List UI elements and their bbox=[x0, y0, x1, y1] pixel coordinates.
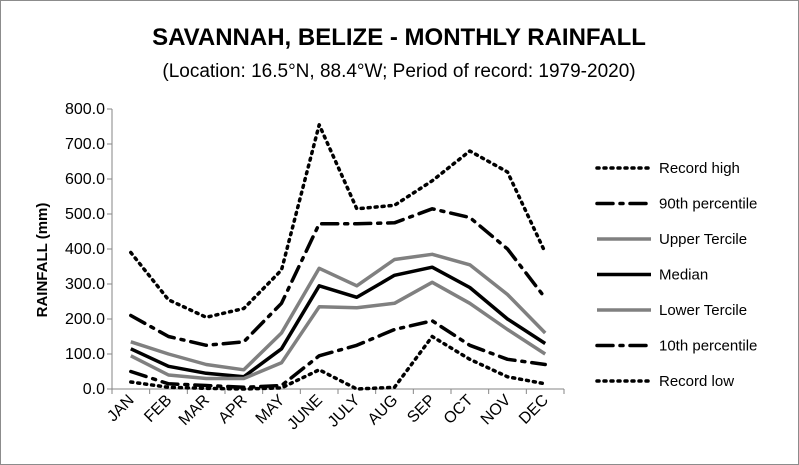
y-axis-title: RAINFALL (mm) bbox=[34, 203, 51, 318]
chart-subtitle: (Location: 16.5°N, 88.4°W; Period of rec… bbox=[162, 61, 635, 82]
x-tick-label: DEC bbox=[516, 392, 552, 428]
x-tick-label: APR bbox=[215, 392, 250, 427]
y-tick-label: 0.0 bbox=[83, 381, 105, 398]
x-tick-label: FEB bbox=[141, 392, 175, 426]
x-tick-label: OCT bbox=[441, 392, 477, 428]
legend-label: Lower Tercile bbox=[659, 302, 747, 319]
y-tick-label: 300.0 bbox=[65, 276, 105, 293]
chart-title: SAVANNAH, BELIZE - MONTHLY RAINFALL bbox=[152, 24, 646, 51]
y-tick-label: 500.0 bbox=[65, 206, 105, 223]
legend-label: Upper Tercile bbox=[659, 231, 747, 248]
legend-label: Record high bbox=[659, 160, 740, 177]
x-tick-label: SEP bbox=[404, 392, 439, 427]
y-tick-label: 200.0 bbox=[65, 311, 105, 328]
x-tick-label: MAY bbox=[253, 392, 289, 428]
series-line-lower-tercile bbox=[130, 280, 547, 381]
series-line-90th-percentile bbox=[129, 207, 547, 348]
y-tick-label: 100.0 bbox=[65, 346, 105, 363]
series-line-record-low bbox=[129, 334, 547, 391]
legend: Record high 90th percentile Upper Tercile M… bbox=[595, 160, 757, 390]
series-line-10th-percentile bbox=[129, 319, 547, 390]
y-tick-label: 400.0 bbox=[65, 241, 105, 258]
x-tick-label: MAR bbox=[176, 392, 213, 429]
y-tick-label: 600.0 bbox=[65, 171, 105, 188]
plot-area: 0.0 100.0 200.0 300.0 400.0 500.0 600.0 700.0 80… bbox=[65, 101, 565, 434]
x-tick-label: JUNE bbox=[284, 392, 326, 434]
x-tick-label: AUG bbox=[365, 392, 402, 429]
x-tick-label: NOV bbox=[478, 392, 515, 429]
series-line-upper-tercile bbox=[130, 252, 547, 372]
y-tick-label: 800.0 bbox=[65, 101, 105, 118]
series-line-record-high bbox=[129, 123, 547, 320]
x-tick-label: JAN bbox=[104, 392, 137, 425]
series-line-median bbox=[130, 265, 547, 379]
legend-label: Median bbox=[659, 267, 708, 284]
y-tick-label: 700.0 bbox=[65, 136, 105, 153]
x-tick-label: JULY bbox=[325, 392, 364, 431]
legend-label: Record low bbox=[659, 373, 734, 390]
legend-label: 90th percentile bbox=[659, 196, 757, 213]
legend-label: 10th percentile bbox=[659, 338, 757, 355]
